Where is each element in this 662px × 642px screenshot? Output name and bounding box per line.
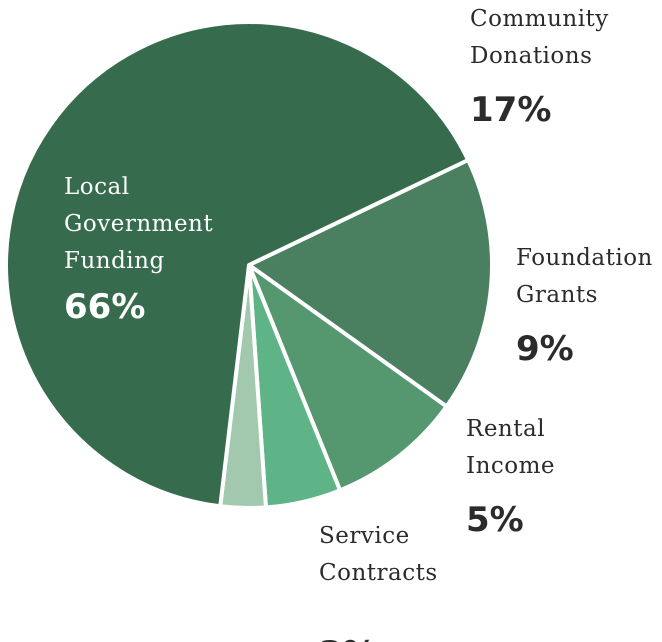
slice-label-line: Service bbox=[319, 523, 410, 549]
slice-percent-label: 9% bbox=[516, 329, 574, 369]
slice-percent-label: 5% bbox=[466, 500, 524, 540]
slice-label-line: Community bbox=[470, 6, 609, 32]
slice-label-line: Local bbox=[64, 174, 130, 200]
slice-label-line: Rental bbox=[466, 416, 545, 442]
slice-label-rental-income: Rental Income 5% bbox=[466, 416, 555, 540]
slice-label-local-government-funding: Local Government Funding 66% bbox=[64, 174, 213, 327]
slice-label-line: Funding bbox=[64, 248, 165, 274]
slice-label-line: Grants bbox=[516, 282, 598, 308]
slice-label-community-donations: Community Donations 17% bbox=[470, 6, 609, 130]
pie-slices bbox=[4, 20, 494, 510]
pie-slice-community-donations bbox=[247, 158, 494, 409]
slice-label-foundation-grants: Foundation Grants 9% bbox=[516, 245, 653, 369]
slice-percent-label: 66% bbox=[64, 287, 145, 327]
slice-label-line: Income bbox=[466, 453, 555, 479]
slice-label-line: Donations bbox=[470, 43, 592, 69]
pie-slice-local-government-funding bbox=[4, 20, 471, 509]
slice-percent-label: 17% bbox=[470, 90, 551, 130]
slice-label-line: Contracts bbox=[319, 560, 438, 586]
pie-slice-foundation-grants bbox=[247, 263, 449, 493]
slice-label-line: Government bbox=[64, 211, 213, 237]
slice-label-service-contracts: Service Contracts 3% bbox=[319, 523, 438, 642]
slice-label-line: Foundation bbox=[516, 245, 653, 271]
slice-percent-label: 3% bbox=[319, 634, 377, 642]
pie-labels: Local Government Funding 66% Community Donati… bbox=[64, 6, 653, 642]
